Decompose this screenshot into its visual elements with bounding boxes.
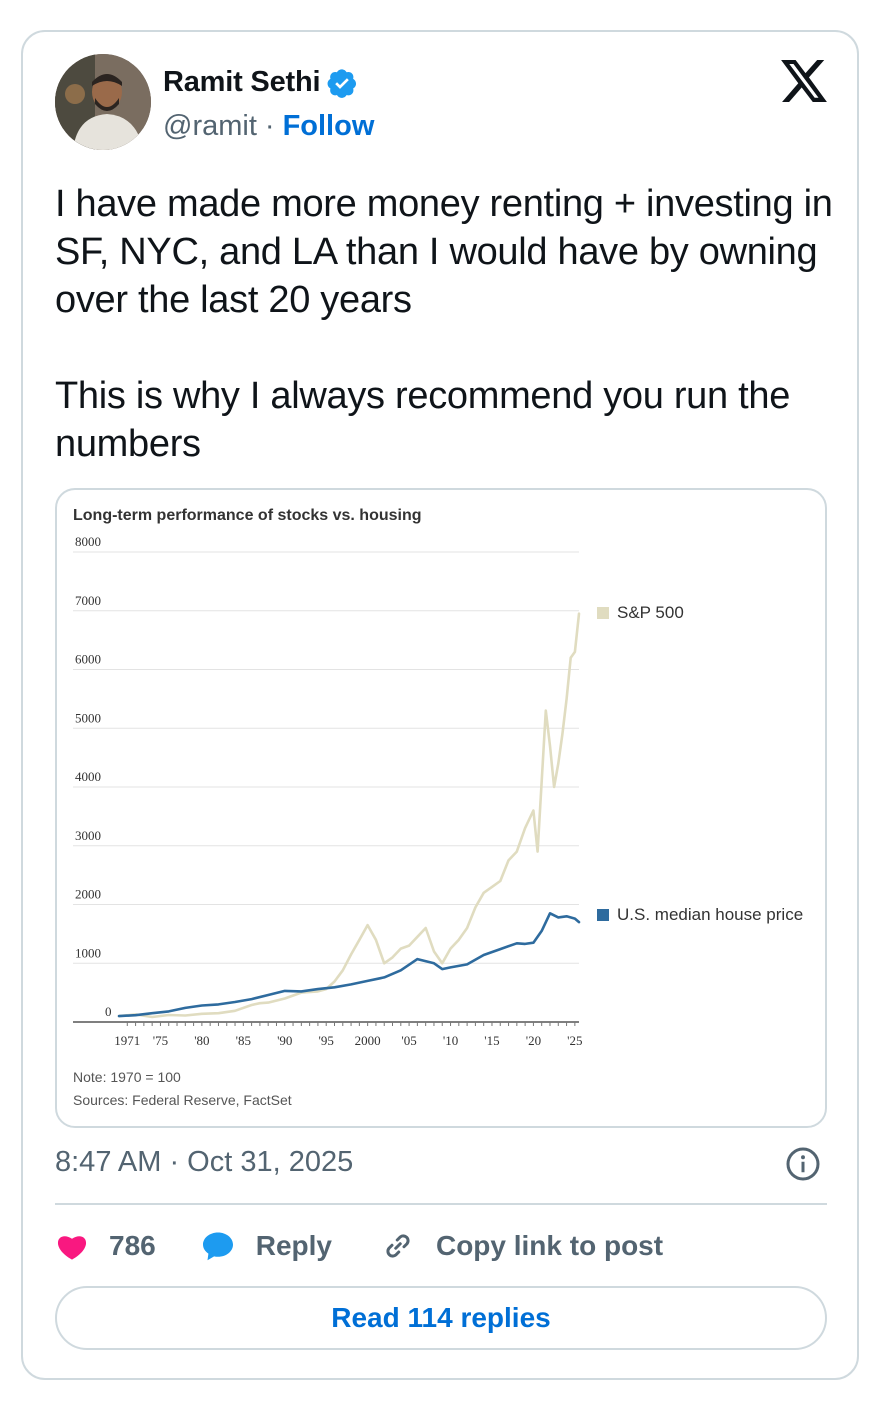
- reply-button[interactable]: Reply: [200, 1228, 332, 1264]
- info-icon[interactable]: [785, 1146, 821, 1182]
- x-tick-label: 1971: [114, 1033, 140, 1048]
- author-handle[interactable]: @ramit: [163, 110, 257, 142]
- tweet-timestamp[interactable]: 8:47 AM · Oct 31, 2025: [55, 1146, 354, 1178]
- y-tick-label: 1000: [75, 945, 101, 960]
- verified-badge-icon: [327, 68, 357, 98]
- x-tick-label: '25: [567, 1033, 582, 1048]
- avatar[interactable]: [55, 54, 151, 150]
- author-handle-row: @ramit · Follow: [163, 110, 374, 143]
- series-line-sp500: [117, 612, 581, 1019]
- avatar-image: [55, 54, 151, 150]
- author-name-row: Ramit Sethi: [163, 66, 358, 99]
- x-tick-label: '20: [526, 1033, 541, 1048]
- x-tick-label: '80: [194, 1033, 209, 1048]
- separator-dot: ·: [264, 110, 275, 142]
- heart-icon: [57, 1236, 87, 1260]
- chart-title: Long-term performance of stocks vs. hous…: [73, 507, 422, 524]
- x-tick-label: '90: [277, 1033, 292, 1048]
- link-icon: [386, 1234, 410, 1258]
- reply-bubble-icon: [202, 1232, 233, 1261]
- tweet-text: I have made more money renting + investi…: [55, 180, 845, 468]
- x-tick-label: '15: [484, 1033, 499, 1048]
- follow-button[interactable]: Follow: [282, 110, 375, 142]
- legend-label: U.S. median house price: [617, 905, 803, 924]
- x-tick-label: '85: [236, 1033, 251, 1048]
- x-tick-label: '05: [401, 1033, 416, 1048]
- read-replies-button[interactable]: Read 114 replies: [55, 1286, 827, 1350]
- chart-image[interactable]: Long-term performance of stocks vs. hous…: [55, 488, 827, 1128]
- x-tick-label: '10: [443, 1033, 458, 1048]
- y-tick-label: 6000: [75, 652, 101, 667]
- action-bar: 786 Reply Copy link to post: [55, 1224, 663, 1268]
- author-name[interactable]: Ramit Sethi: [163, 66, 321, 98]
- copy-link-button[interactable]: Copy link to post: [380, 1228, 663, 1264]
- x-logo-icon[interactable]: [781, 60, 827, 102]
- copy-link-label: Copy link to post: [435, 1230, 664, 1261]
- like-count: 786: [109, 1230, 156, 1261]
- y-tick-label: 4000: [75, 769, 101, 784]
- y-tick-label: 0: [105, 1004, 112, 1019]
- divider: [55, 1203, 827, 1205]
- tweet-card: Ramit Sethi @ramit · Follow I have made …: [21, 30, 859, 1380]
- x-tick-label: 2000: [355, 1033, 381, 1048]
- reply-label: Reply: [255, 1230, 332, 1261]
- legend-swatch: [597, 909, 609, 921]
- legend-swatch: [597, 607, 609, 619]
- legend-label: S&P 500: [617, 603, 684, 622]
- y-tick-label: 5000: [75, 710, 101, 725]
- series-line-house-price: [117, 911, 581, 1018]
- chart-note: Note: 1970 = 100: [73, 1069, 181, 1085]
- x-tick-label: '75: [153, 1033, 168, 1048]
- x-tick-label: '95: [319, 1033, 334, 1048]
- tweet-paragraph: This is why I always recommend you run t…: [55, 375, 791, 465]
- tweet-paragraph: I have made more money renting + investi…: [55, 183, 833, 321]
- like-button[interactable]: 786: [55, 1229, 156, 1263]
- y-tick-label: 7000: [75, 593, 101, 608]
- y-tick-label: 2000: [75, 887, 101, 902]
- chart-svg: Long-term performance of stocks vs. hous…: [73, 507, 803, 1108]
- chart-source: Sources: Federal Reserve, FactSet: [73, 1092, 292, 1108]
- y-tick-label: 3000: [75, 828, 101, 843]
- y-tick-label: 8000: [75, 534, 101, 549]
